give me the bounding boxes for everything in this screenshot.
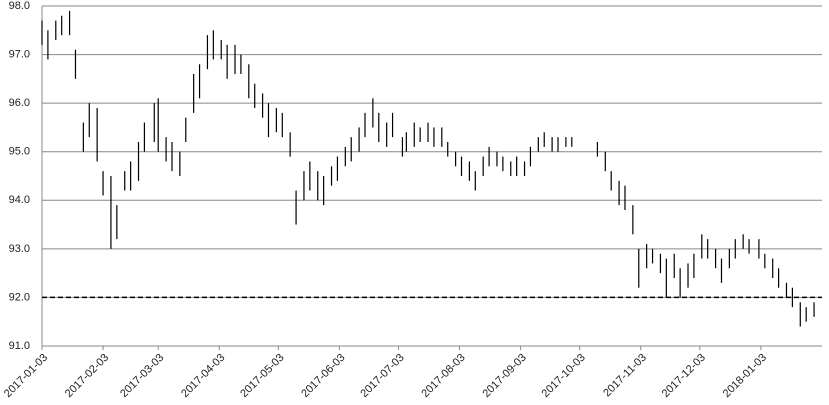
x-tick-label: 2017-04-03 [179, 352, 227, 400]
y-tick-label: 93.0 [9, 243, 30, 255]
x-tick-label: 2017-09-03 [480, 352, 528, 400]
x-tick-label: 2017-07-03 [358, 352, 406, 400]
y-tick-label: 91.0 [9, 340, 30, 352]
y-tick-label: 92.0 [9, 291, 30, 303]
y-tick-label: 95.0 [9, 146, 30, 158]
y-tick-label: 96.0 [9, 97, 30, 109]
x-tick-label: 2018-01-03 [721, 352, 769, 400]
y-tick-label: 98.0 [9, 0, 30, 12]
x-tick-label: 2017-02-03 [63, 352, 111, 400]
x-tick-label: 2017-03-03 [118, 352, 166, 400]
x-tick-label: 2017-05-03 [238, 352, 286, 400]
y-tick-label: 97.0 [9, 48, 30, 60]
x-tick-label: 2017-01-03 [2, 352, 50, 400]
x-tick-label: 2017-12-03 [660, 352, 708, 400]
x-tick-label: 2017-08-03 [419, 352, 467, 400]
x-tick-label: 2017-10-03 [540, 352, 588, 400]
x-tick-label: 2017-06-03 [299, 352, 347, 400]
y-tick-label: 94.0 [9, 194, 30, 206]
x-tick-label: 2017-11-03 [601, 352, 649, 400]
